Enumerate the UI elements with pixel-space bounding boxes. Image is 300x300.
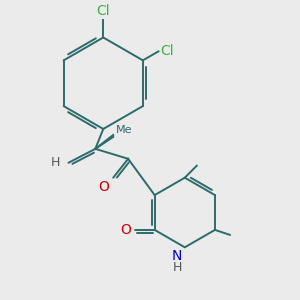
Text: Cl: Cl — [97, 4, 110, 18]
Text: Me: Me — [116, 125, 133, 135]
Text: H: H — [172, 261, 182, 274]
Text: Cl: Cl — [160, 44, 174, 58]
Text: O: O — [120, 223, 131, 237]
Text: N: N — [171, 249, 182, 263]
Text: O: O — [98, 180, 109, 194]
Text: H: H — [51, 156, 61, 169]
